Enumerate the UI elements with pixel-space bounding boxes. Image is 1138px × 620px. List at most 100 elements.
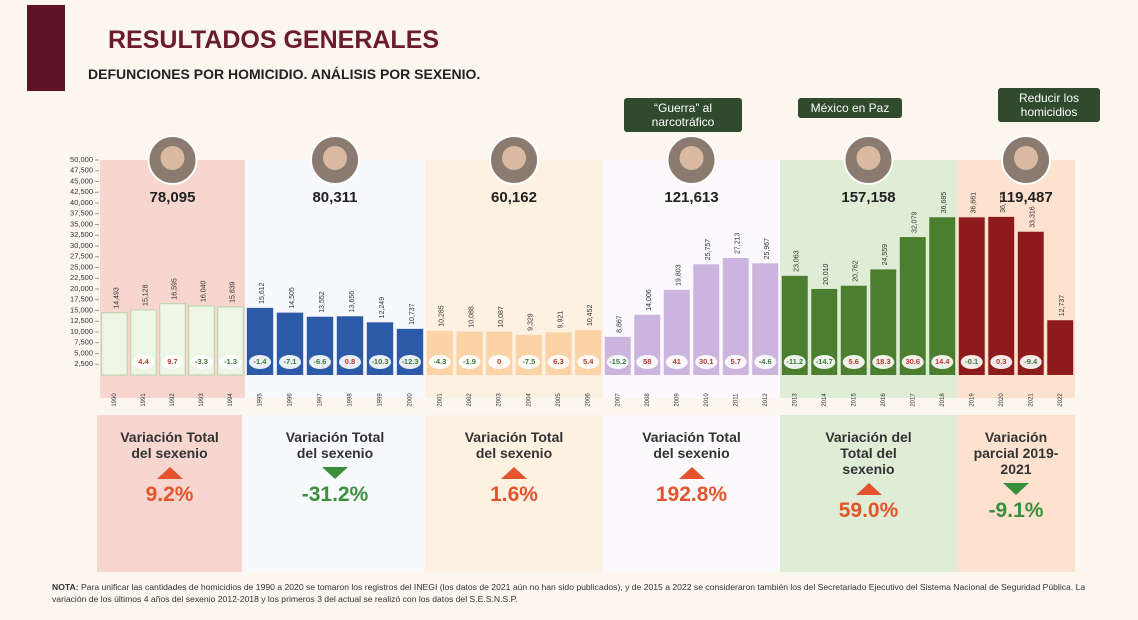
x-tick-label: 2019	[969, 393, 975, 407]
bar	[101, 312, 128, 376]
variation-label: 30.6	[905, 357, 920, 366]
y-tick-label: 27,500	[70, 252, 93, 261]
variation-badge	[872, 355, 895, 369]
value-label: 10,088	[468, 306, 475, 328]
variation-label: 4.4	[138, 357, 149, 366]
y-tick-label: 30,000	[70, 241, 93, 250]
variation-badge	[249, 355, 271, 369]
variation-badge	[754, 355, 777, 369]
tag: “Guerra” al narcotráfico	[624, 98, 742, 132]
x-tick-label: 2004	[526, 393, 532, 407]
variation-badge	[1019, 355, 1042, 369]
variation-panel: Variación Total del sexenio 192.8%	[603, 415, 780, 572]
y-tick-label: 45,000	[70, 176, 93, 185]
x-tick-label: 2015	[851, 393, 857, 407]
x-tick-label: 2007	[615, 393, 621, 407]
bar	[1047, 320, 1074, 375]
y-tick-label: 37,500	[70, 209, 93, 218]
y-tick-label: 15,000	[70, 305, 93, 314]
x-tick-label: 2005	[556, 393, 562, 407]
value-label: 25,757	[705, 239, 712, 261]
x-tick-label: 1997	[318, 393, 324, 407]
variation-badge	[161, 355, 184, 369]
value-label: 12,737	[1059, 295, 1066, 317]
value-label: 27,213	[735, 232, 742, 254]
variation-badge	[547, 355, 570, 369]
value-label: 10,452	[587, 305, 594, 327]
value-label: 24,559	[882, 244, 889, 266]
panel-value: -31.2%	[301, 483, 369, 506]
arrow-down	[1003, 483, 1029, 495]
tag: México en Paz	[798, 98, 902, 118]
portrait-face	[502, 146, 526, 170]
variation-label: 0.8	[345, 357, 355, 366]
value-label: 15,839	[229, 281, 236, 303]
x-tick-label: 1995	[258, 393, 264, 407]
y-tick-label: 25,000	[70, 262, 93, 271]
variation-badge	[842, 355, 865, 369]
value-label: 10,087	[498, 306, 505, 328]
variation-label: 5.4	[583, 357, 594, 366]
value-label: 32,079	[912, 212, 919, 234]
variation-label: 5.6	[849, 357, 859, 366]
note-text: Para unificar las cantidades de homicidi…	[52, 582, 1086, 604]
portrait-face	[323, 146, 347, 170]
x-tick-label: 2021	[1028, 393, 1034, 407]
value-label: 33,316	[1030, 206, 1037, 228]
x-tick-label: 2000	[408, 393, 414, 407]
value-label: 14,006	[646, 289, 653, 311]
variation-badge	[369, 355, 391, 369]
subtitle: DEFUNCIONES POR HOMICIDIO. ANÁLISIS POR …	[88, 66, 481, 82]
y-tick-label: 5,000	[74, 348, 93, 357]
panel-value: 9.2%	[145, 483, 194, 506]
logo-bar	[27, 5, 65, 91]
variation-label: -10.3	[371, 357, 388, 366]
arrow-up	[156, 467, 183, 479]
variation-label: -11.2	[786, 357, 803, 366]
value-label: 15,612	[259, 282, 266, 304]
arrow-up	[501, 467, 527, 479]
variation-badge	[309, 355, 331, 369]
bar	[958, 217, 985, 375]
portrait-face	[1014, 146, 1038, 170]
value-label: 14,505	[289, 287, 296, 309]
x-tick-label: 2010	[704, 393, 710, 407]
value-label: 8,867	[617, 315, 624, 333]
variation-label: 5.7	[731, 357, 741, 366]
variation-badge	[132, 355, 155, 369]
variation-badge	[488, 355, 511, 369]
panel-title: Variación parcial 2019-2021	[973, 429, 1059, 477]
y-tick-label: 20,000	[70, 284, 93, 293]
variation-badge	[931, 355, 954, 369]
x-tick-label: 2011	[733, 393, 739, 407]
y-tick-label: 32,500	[70, 230, 93, 239]
y-tick-label: 35,000	[70, 219, 93, 228]
sexenio-total: 157,158	[841, 189, 895, 206]
variation-panel: Variación Total del sexenio 1.6%	[425, 415, 603, 572]
variation-label: -4.6	[759, 357, 772, 366]
value-label: 23,063	[794, 250, 801, 272]
value-label: 12,249	[379, 297, 386, 319]
variation-label: 18.3	[876, 357, 891, 366]
x-tick-label: 2016	[881, 393, 887, 407]
x-tick-label: 2020	[999, 393, 1005, 407]
variation-badge	[279, 355, 301, 369]
x-tick-label: 2008	[645, 393, 651, 407]
variation-label: -7.5	[522, 357, 535, 366]
x-tick-label: 1992	[170, 393, 176, 407]
sexenio-total: 80,311	[312, 189, 357, 206]
variation-badge	[606, 355, 629, 369]
variation-badge	[960, 355, 983, 369]
value-label: 20,010	[823, 263, 830, 285]
x-tick-label: 2002	[467, 393, 473, 407]
panel-title: Variación Total del sexenio	[642, 429, 741, 461]
bar	[899, 237, 926, 375]
variation-badge	[695, 355, 718, 369]
variation-badge	[901, 355, 924, 369]
tag: Reducir los homicidios	[998, 88, 1100, 122]
variation-badge	[783, 355, 806, 369]
variation-label: -3.3	[195, 357, 208, 366]
x-tick-label: 2017	[910, 393, 916, 407]
variation-label: -4.3	[433, 357, 446, 366]
